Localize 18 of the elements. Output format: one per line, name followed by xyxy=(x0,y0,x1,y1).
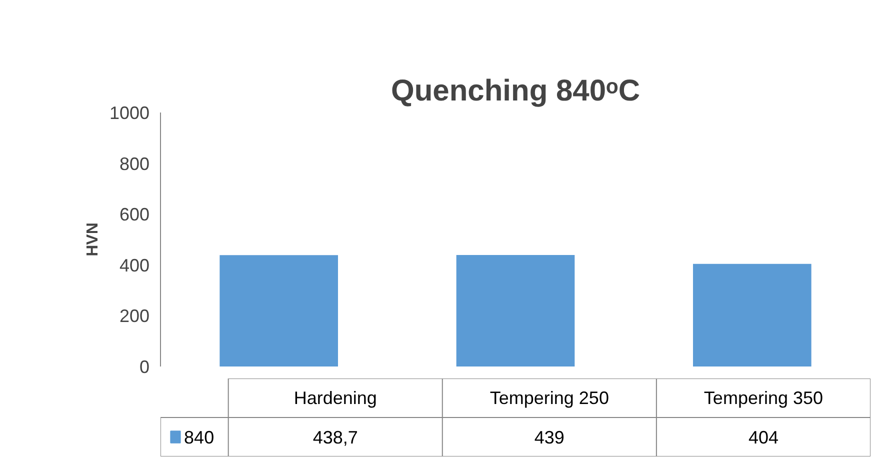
y-axis-title: HVN xyxy=(84,222,102,256)
chart-title: Quenching 840ᵒC xyxy=(390,74,640,108)
data-label: 439 xyxy=(534,428,564,448)
data-label: 438,7 xyxy=(312,428,358,448)
bar xyxy=(693,264,812,366)
y-tick-label: 600 xyxy=(119,204,150,225)
y-tick-label: 800 xyxy=(119,154,150,174)
y-tick-label: 200 xyxy=(119,306,150,326)
bar xyxy=(456,254,575,366)
y-tick-label: 1000 xyxy=(109,103,150,123)
bar xyxy=(220,255,338,366)
y-tick-label: 0 xyxy=(139,357,150,377)
y-tick-label: 400 xyxy=(119,255,150,276)
legend-label: 840 xyxy=(184,428,214,448)
x-tick-label: Tempering 350 xyxy=(704,388,824,408)
x-tick-label: Tempering 250 xyxy=(490,388,609,408)
data-label: 404 xyxy=(748,428,779,448)
x-tick-label: Hardening xyxy=(294,388,377,408)
